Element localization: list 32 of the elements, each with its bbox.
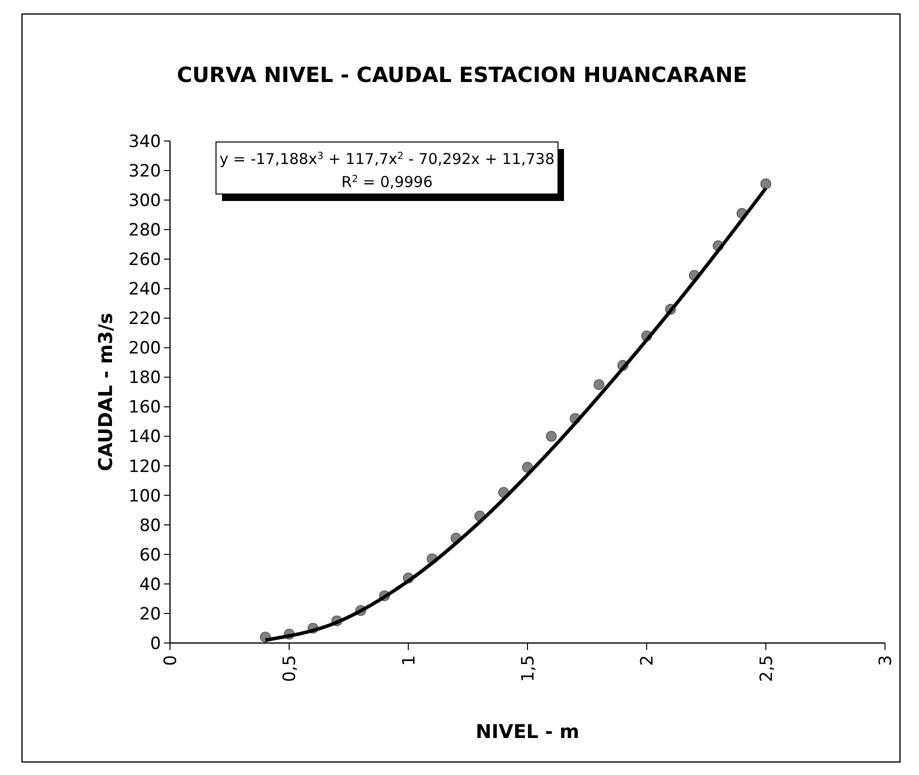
x-tick-label: 1 [399, 655, 420, 666]
y-tick-label: 20 [139, 604, 161, 624]
x-tick-label: 3 [876, 655, 896, 666]
x-tick-label: 1,5 [518, 655, 538, 682]
y-tick-label: 120 [128, 456, 161, 477]
x-tick-label: 2,5 [756, 655, 777, 682]
y-axis-title: CAUDAL - m3/s [95, 312, 117, 472]
x-tick-label: 2 [638, 655, 658, 666]
y-tick-label: 80 [139, 516, 161, 536]
y-tick-label: 300 [128, 191, 161, 212]
y-tick-label: 160 [128, 398, 161, 418]
y-tick-label: 280 [128, 220, 161, 241]
y-tick-label: 100 [128, 486, 161, 506]
point [546, 430, 557, 442]
x-axis-title: NIVEL - m [476, 721, 580, 743]
y-tick-label: 220 [128, 309, 161, 330]
x-tick-label: 0,5 [280, 655, 300, 682]
y-tick-label: 180 [128, 368, 161, 388]
annotation: y = -17,188x$^{3}$ + 117,7x$^{2}$ - 70,292x + 11,738 [219, 150, 555, 168]
y-tick-label: 240 [128, 280, 161, 300]
y-tick-label: 320 [128, 161, 161, 182]
y-tick-label: 140 [128, 427, 161, 448]
x-tick-label: 0 [160, 655, 181, 666]
y-tick-label: 200 [128, 338, 161, 359]
y-tick-label: 40 [139, 574, 161, 595]
y-tick-label: 60 [139, 545, 161, 566]
chart-title: CURVA NIVEL - CAUDAL ESTACION HUANCARANE [176, 63, 748, 87]
y-tick-label: 260 [128, 250, 161, 270]
point [594, 379, 604, 390]
annotation: R$^{2}$ = 0,9996 [341, 173, 433, 191]
y-tick-label: 340 [128, 132, 161, 152]
point [760, 178, 772, 190]
